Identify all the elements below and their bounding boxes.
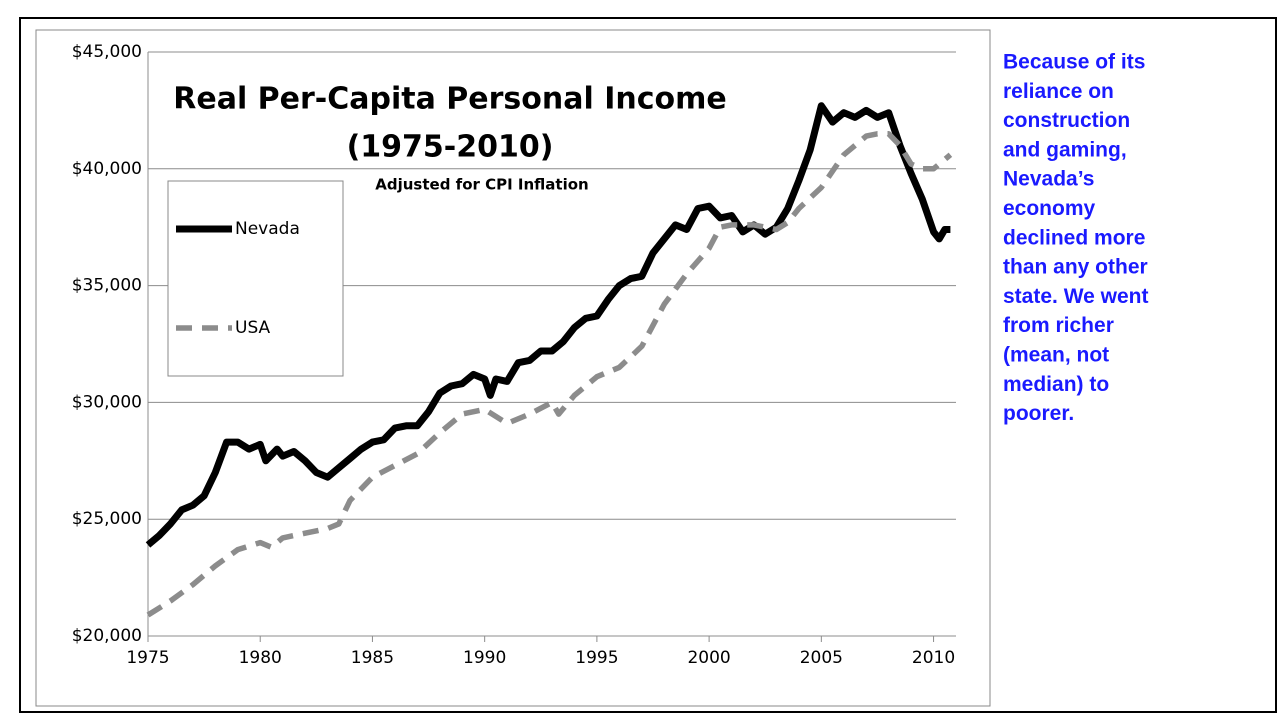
- note-line: and gaming,: [1003, 138, 1127, 161]
- chart-title: Real Per-Capita Personal Income: [173, 82, 727, 117]
- x-tick-label: 1985: [351, 648, 394, 668]
- y-tick-label: $30,000: [72, 392, 142, 412]
- legend: [167, 180, 344, 377]
- note-line: construction: [1003, 109, 1130, 132]
- x-tick-label: 2010: [912, 648, 955, 668]
- y-tick-label: $35,000: [72, 276, 142, 296]
- note-line: economy: [1003, 197, 1096, 220]
- x-tick-label: 2000: [687, 648, 730, 668]
- legend-label: USA: [235, 318, 271, 338]
- y-tick-label: $40,000: [72, 159, 142, 179]
- slide-border: [19, 17, 1277, 713]
- series-line: [145, 102, 951, 548]
- legend-label: Nevada: [235, 219, 300, 239]
- note-line: from richer: [1003, 314, 1114, 337]
- note-line: state. We went: [1003, 285, 1148, 308]
- x-tick-label: 2005: [800, 648, 843, 668]
- note-line: than any other: [1003, 256, 1148, 279]
- note-line: poorer.: [1003, 402, 1074, 425]
- chart-title: (1975-2010): [347, 130, 554, 165]
- series-line: [146, 131, 953, 618]
- note-line: Because of its: [1003, 51, 1145, 74]
- legend-entries: Nevada USA: [176, 219, 300, 338]
- note: Because of its reliance on construction and…: [1003, 51, 1148, 426]
- note-line: declined more: [1003, 226, 1145, 249]
- chart-subtitle: Adjusted for CPI Inflation: [375, 176, 588, 194]
- note-line: median) to: [1003, 373, 1109, 396]
- note-line: reliance on: [1003, 80, 1114, 103]
- note-line: Nevada’s: [1003, 168, 1094, 191]
- y-tick-label: $25,000: [72, 509, 142, 529]
- x-tick-label: 1990: [463, 648, 506, 668]
- x-tick-label: 1995: [575, 648, 618, 668]
- y-tick-label: $45,000: [72, 42, 142, 62]
- note-line: (mean, not: [1003, 344, 1109, 367]
- x-tick-label: 1975: [126, 648, 169, 668]
- x-tick-label: 1980: [239, 648, 282, 668]
- y-tick-label: $20,000: [72, 626, 142, 646]
